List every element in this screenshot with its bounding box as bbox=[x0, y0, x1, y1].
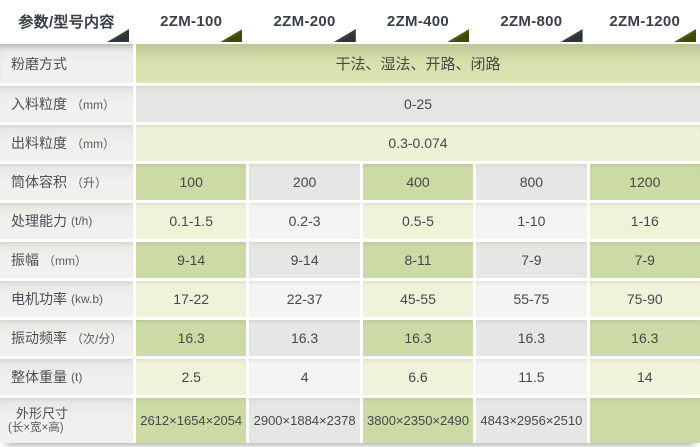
row-label-cell: 出料粒度 （mm） bbox=[0, 125, 133, 161]
header-cell-model-2zm-400: 2ZM-400 bbox=[363, 0, 473, 42]
row-unit: (t/h) bbox=[71, 214, 93, 228]
table-row-0: 粉磨方式 干法、湿法、开路、闭路 bbox=[0, 44, 700, 83]
header-cell-model-2zm-1200: 2ZM-1200 bbox=[590, 0, 700, 42]
table-row-4: 处理能力 (t/h) 0.1-1.5 0.2-3 0.5-5 1-10 1-16 bbox=[0, 203, 700, 239]
corner-triangle-icon bbox=[560, 29, 583, 42]
row-label: 整体重量 bbox=[11, 369, 67, 385]
row-unit: （mm） bbox=[71, 136, 115, 151]
model-label: 2ZM-800 bbox=[500, 12, 563, 30]
value-cell: 0.1-1.5 bbox=[136, 203, 247, 239]
value-cell: 1-16 bbox=[589, 203, 700, 239]
value-cell: 0.5-5 bbox=[362, 203, 474, 239]
table-row-7: 振动频率 （次/分） 16.3 16.3 16.3 16.3 16.3 bbox=[0, 320, 700, 356]
row-unit: （次/分） bbox=[71, 331, 123, 346]
row-span-value: 干法、湿法、开路、闭路 bbox=[136, 44, 700, 83]
row-unit: (长×宽×高) bbox=[8, 421, 64, 434]
row-label-cell: 振幅 （mm） bbox=[0, 242, 133, 278]
row-unit: (kw.b) bbox=[71, 292, 104, 306]
value-cell: 200 bbox=[249, 164, 360, 200]
value-cell: 16.3 bbox=[476, 320, 587, 356]
value-cell: 75-90 bbox=[589, 281, 700, 317]
row-label: 粉磨方式 bbox=[11, 55, 67, 72]
value-cell: 16.3 bbox=[589, 320, 700, 356]
value-cell: 400 bbox=[362, 164, 474, 200]
model-label: 2ZM-400 bbox=[386, 12, 450, 30]
row-label: 电机功率 bbox=[11, 291, 67, 307]
row-label-cell: 整体重量 (t) bbox=[0, 359, 133, 395]
value-cell: 0.2-3 bbox=[249, 203, 360, 239]
table-row-2: 出料粒度 （mm） 0.3-0.074 bbox=[0, 125, 700, 161]
row-span-value: 0-25 bbox=[136, 86, 700, 122]
table-row-1: 入料粒度 （mm） 0-25 bbox=[0, 86, 700, 122]
value-cell: 22-37 bbox=[249, 281, 360, 317]
value-cell: 100 bbox=[136, 164, 247, 200]
table-header-row: 参数/型号内容 2ZM-100 2ZM-200 2ZM-400 2ZM-800 … bbox=[0, 0, 700, 42]
value-cell: 1-10 bbox=[476, 203, 587, 239]
row-span-value: 0.3-0.074 bbox=[136, 125, 700, 161]
corner-triangle-icon bbox=[447, 29, 470, 42]
value-cell: 16.3 bbox=[249, 320, 360, 356]
row-label: 出料粒度 bbox=[11, 135, 67, 151]
value-cell: 4843×2956×2510 bbox=[476, 398, 587, 443]
value-cell: 2612×1654×2054 bbox=[136, 398, 247, 443]
value-cell: 9-14 bbox=[136, 242, 247, 278]
row-unit: (t) bbox=[71, 370, 83, 384]
row-unit: （mm） bbox=[71, 97, 115, 112]
value-cell: 800 bbox=[476, 164, 587, 200]
value-cell: 14 bbox=[589, 359, 700, 395]
value-cell: 1200 bbox=[589, 164, 700, 200]
value-cell: 9-14 bbox=[249, 242, 360, 278]
row-label-cell: 处理能力 (t/h) bbox=[0, 203, 133, 239]
value-cell: 11.5 bbox=[476, 359, 587, 395]
table-row-9: 外形尺寸 (长×宽×高) 2612×1654×2054 2900×1884×2378 3… bbox=[0, 398, 700, 443]
value-cell: 6.6 bbox=[362, 359, 474, 395]
table-row-6: 电机功率 (kw.b) 17-22 22-37 45-55 55-75 75-90 bbox=[0, 281, 700, 317]
value-cell: 2900×1884×2378 bbox=[249, 398, 360, 443]
value-cell: 17-22 bbox=[136, 281, 247, 317]
value-cell: 7-9 bbox=[589, 242, 700, 278]
value-cell bbox=[589, 398, 700, 443]
value-cell: 8-11 bbox=[362, 242, 474, 278]
value-cell: 2.5 bbox=[136, 359, 247, 395]
header-cell-model-2zm-100: 2ZM-100 bbox=[136, 0, 246, 42]
model-label: 2ZM-100 bbox=[160, 12, 223, 30]
table-row-8: 整体重量 (t) 2.5 4 6.6 11.5 14 bbox=[0, 359, 700, 395]
value-cell: 55-75 bbox=[476, 281, 587, 317]
row-label-cell: 入料粒度 （mm） bbox=[0, 86, 133, 122]
value-cell: 4 bbox=[249, 359, 360, 395]
row-label: 振动频率 bbox=[11, 330, 67, 346]
table-row-5: 振幅 （mm） 9-14 9-14 8-11 7-9 7-9 bbox=[0, 242, 700, 278]
model-label: 2ZM-200 bbox=[273, 12, 336, 30]
value-cell: 16.3 bbox=[362, 320, 474, 356]
row-label-cell: 外形尺寸 (长×宽×高) bbox=[0, 398, 133, 443]
value-cell: 45-55 bbox=[362, 281, 474, 317]
row-label: 处理能力 bbox=[11, 213, 67, 229]
corner-triangle-icon bbox=[333, 29, 356, 42]
value-cell: 7-9 bbox=[476, 242, 587, 278]
row-label: 入料粒度 bbox=[11, 96, 67, 112]
table-body: 粉磨方式 干法、湿法、开路、闭路入料粒度 （mm） 0-25 出料粒度 （mm） 0.3-0… bbox=[0, 44, 700, 443]
corner-triangle-icon bbox=[220, 29, 243, 42]
corner-triangle-icon bbox=[674, 29, 696, 42]
row-label: 振幅 bbox=[11, 252, 39, 268]
row-label-cell: 振动频率 （次/分） bbox=[0, 320, 133, 356]
value-cell: 16.3 bbox=[136, 320, 247, 356]
row-label: 外形尺寸 bbox=[16, 405, 69, 421]
header-cell-params: 参数/型号内容 bbox=[0, 0, 133, 42]
header-cell-model-2zm-200: 2ZM-200 bbox=[249, 0, 359, 42]
header-cell-model-2zm-800: 2ZM-800 bbox=[476, 0, 586, 42]
table-row-3: 筒体容积 （升） 100 200 400 800 1200 bbox=[0, 164, 700, 200]
model-label: 2ZM-1200 bbox=[609, 12, 681, 30]
value-cell: 3800×2350×2490 bbox=[362, 398, 474, 443]
row-label: 筒体容积 bbox=[11, 174, 67, 190]
header-params-label: 参数/型号内容 bbox=[18, 13, 115, 31]
row-label-cell: 粉磨方式 bbox=[0, 44, 133, 83]
row-label-cell: 筒体容积 （升） bbox=[0, 164, 133, 200]
row-label-cell: 电机功率 (kw.b) bbox=[0, 281, 133, 317]
row-unit: （mm） bbox=[43, 253, 87, 268]
row-unit: （升） bbox=[71, 175, 108, 190]
